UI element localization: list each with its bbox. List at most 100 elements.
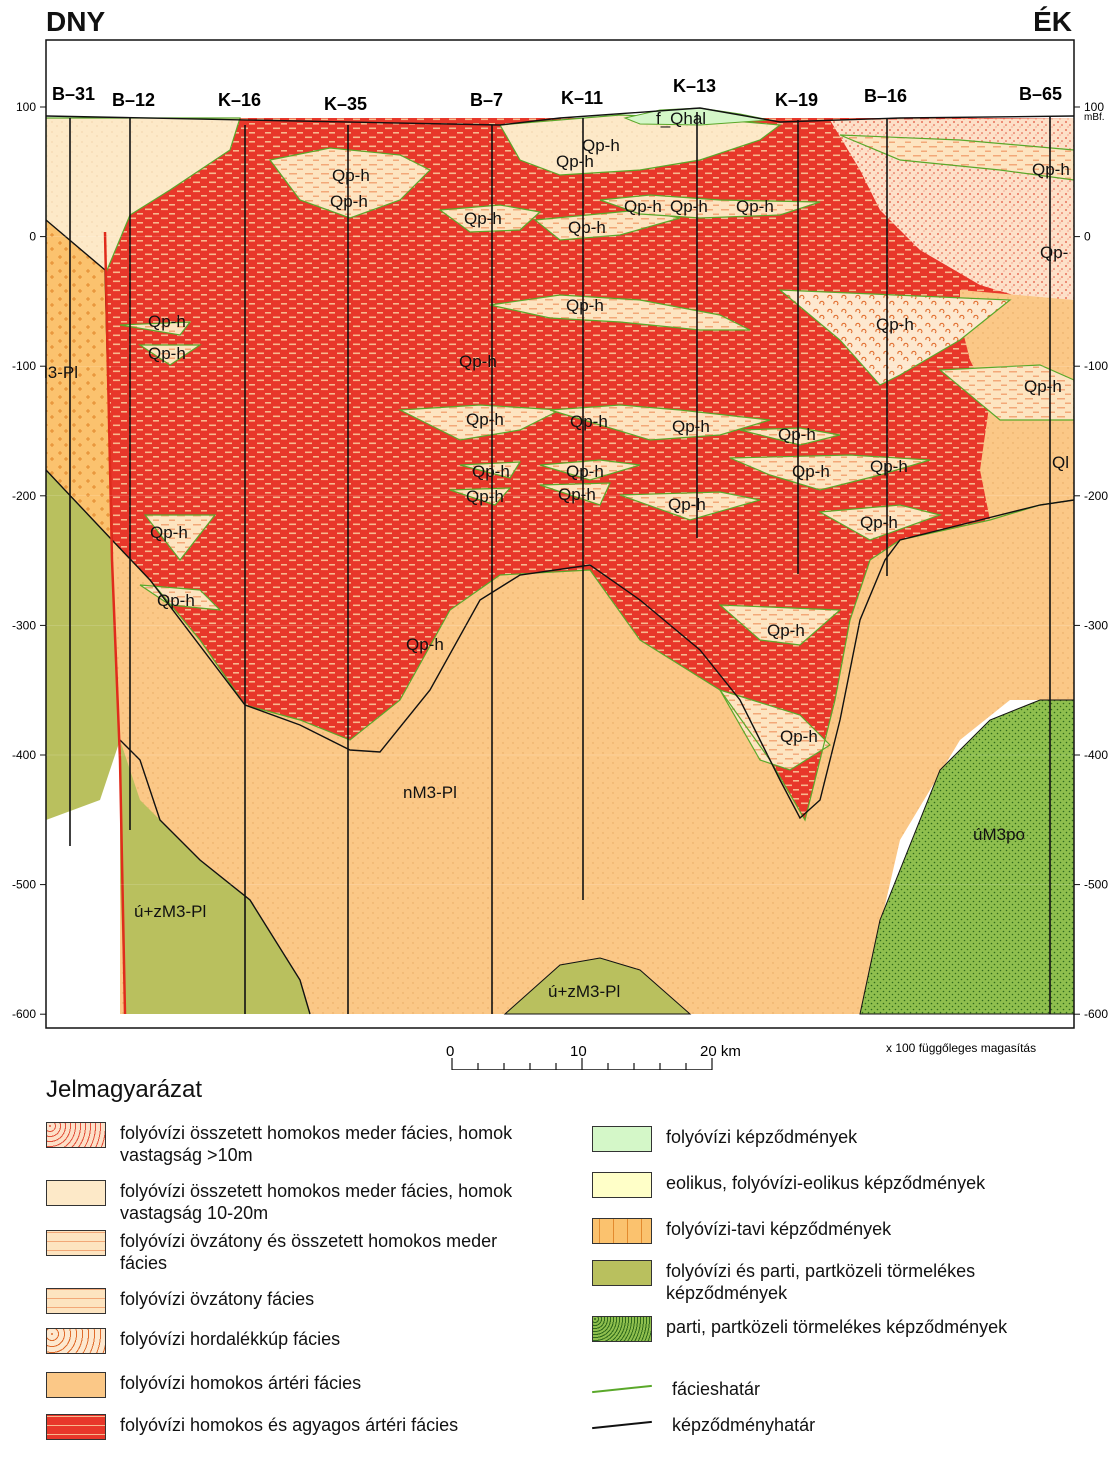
label-qp-h: Qp-h [459,352,497,371]
legend-item-left: folyóvízi hordalékkúp fácies [46,1328,546,1354]
axis-tick-label-right: -500 [1084,878,1108,892]
legend-swatch [592,1172,652,1198]
alluvial-fan-facies [778,289,1012,386]
borehole-label: K–35 [324,94,367,114]
legend-item-right: folyóvízi képződmények [592,1126,1092,1152]
legend-title: Jelmagyarázat [46,1076,203,1103]
label-qp-h: Qp-h [792,462,830,481]
legend-item-left: folyóvízi összetett homokos meder fácies… [46,1180,546,1224]
direction-left: DNY [46,6,106,37]
label-qp-h: Qp-h [566,296,604,315]
label-qp-h: Qp-h [472,462,510,481]
label-qp-h: Qp-h [466,487,504,506]
label-m3-pl-left: l3-Pl [44,363,78,382]
legend-label: fácieshatár [672,1379,761,1399]
borehole-lines: B–31 B–12 K–16 K–35 B–7 K–11 K–13 K–19 B–16 B–65 [52,76,1062,1014]
label-qp-h: Qp-h [464,209,502,228]
label-qp-h: Qp-h [1024,377,1062,396]
unit-labels: Qp-h Qp-h Qp-h Qp-h Qp-h Qp-h Qp-h Qp-h … [44,109,1070,1001]
label-qp-h: Qp-h [466,410,504,429]
legend-swatch [592,1218,652,1244]
legend-label: folyóvízi összetett homokos meder fácies… [120,1181,513,1223]
legend-label: eolikus, folyóvízi-eolikus képződmények [666,1173,986,1193]
borehole-label: B–65 [1019,84,1062,104]
legend-swatch [46,1372,106,1398]
coastal-green-right [859,699,1074,1015]
scale-label-20: 20 km [700,1043,741,1060]
unit-label: mBf. [1084,112,1105,123]
frame-border [45,39,1075,1029]
label-qp-h: Qp-h [330,192,368,211]
axis-tick-label-right: -100 [1084,359,1108,373]
direction-right: ÉK [1033,6,1072,37]
label-qhal: f_Qhal [656,109,706,128]
facies-boundary-line [111,499,1074,822]
borehole-label: B–16 [864,86,907,106]
label-qp-right: Ql [1052,453,1069,472]
label-qp-h: Qp-h [870,457,908,476]
legend-label: parti, partközeli törmelékes képződménye… [666,1317,1008,1337]
axis-tick-label-left: 100 [16,100,36,114]
legend-item-left: folyóvízi övzátony fácies [46,1288,546,1314]
label-qp-h: Qp-h [780,727,818,746]
legend-swatch [46,1328,106,1354]
elevation-axis: 100 100 0 0 -100 -100 -200 -200 -300 -300 -400 -400… [12,100,1108,1021]
axis-tick-label-left: -500 [12,878,36,892]
surface-line [46,107,1074,126]
label-qp-h: Qp-h [778,425,816,444]
label-qp-h: Qp-h [556,152,594,171]
legend-swatch [592,1316,652,1342]
coastal-olive-center [503,957,692,1015]
legend-swatch [46,1288,106,1314]
lacustrine-left [46,220,112,540]
label-qp-h: Qp-h [570,412,608,431]
borehole-label: K–13 [673,76,716,96]
legend-item-left: folyóvízi összetett homokos meder fácies… [46,1122,546,1166]
legend-swatch [592,1260,652,1286]
label-qp-h: Qp-h [148,312,186,331]
axis-tick-label-right: -400 [1084,748,1108,762]
scale-label-0: 0 [446,1043,454,1060]
label-qp-h: Qp-h [736,197,774,216]
label-uzm3-left: ú+zM3-Pl [134,902,206,921]
label-qp-h: Qp-h [1032,160,1070,179]
label-qp-h: Qp-h [332,166,370,185]
scale-bar: 0 10 20 km [446,1043,741,1070]
legend-swatch [592,1126,652,1152]
legend-line-swatch [592,1384,652,1394]
borehole-label: K–11 [561,88,603,108]
legend-line-swatch [592,1420,652,1430]
axis-tick-label-left: -600 [12,1007,36,1021]
legend-label: folyóvízi övzátony és összetett homokos … [120,1231,498,1273]
label-qp-h: Qp-h [150,523,188,542]
label-qp-h: Qp-h [406,635,444,654]
legend-item-right: parti, partközeli törmelékes képződménye… [592,1316,1092,1342]
legend-item-left: folyóvízi homokos és agyagos ártéri fáci… [46,1414,546,1440]
legend-item-right: folyóvízi-tavi képződmények [592,1218,1092,1244]
legend-label: folyóvízi homokos és agyagos ártéri fáci… [120,1415,459,1435]
axis-tick-label-left: -300 [12,618,36,632]
label-qp-h: Qp-h [672,417,710,436]
borehole-label: B–12 [112,90,155,110]
axis-tick-label-left: -200 [12,489,36,503]
label-qp-right: Qp- [1040,243,1068,262]
borehole-label: B–7 [470,90,503,110]
label-qp-h: Qp-h [582,136,620,155]
label-qp-h: Qp-h [668,495,706,514]
label-qp-h: Qp-h [876,315,914,334]
borehole-label: K–16 [218,90,261,110]
legend-line-item: fácieshatár [592,1378,760,1400]
label-qp-h: Qp-h [566,462,604,481]
legend-label: folyóvízi képződmények [666,1127,858,1147]
label-uzm3-center: ú+zM3-Pl [548,982,620,1001]
axis-tick-label-right: -200 [1084,489,1108,503]
axis-tick-label-left: -400 [12,748,36,762]
coastal-olive-left-lower [120,740,310,1014]
borehole-label: K–19 [775,90,818,110]
legend-swatch [46,1414,106,1440]
axis-tick-label-right: 0 [1084,230,1091,244]
legend-label: folyóvízi összetett homokos meder fácies… [120,1123,513,1165]
legend-item-right: folyóvízi és parti, partközeli törmeléke… [592,1260,1092,1304]
levee-lenses [119,134,1074,771]
